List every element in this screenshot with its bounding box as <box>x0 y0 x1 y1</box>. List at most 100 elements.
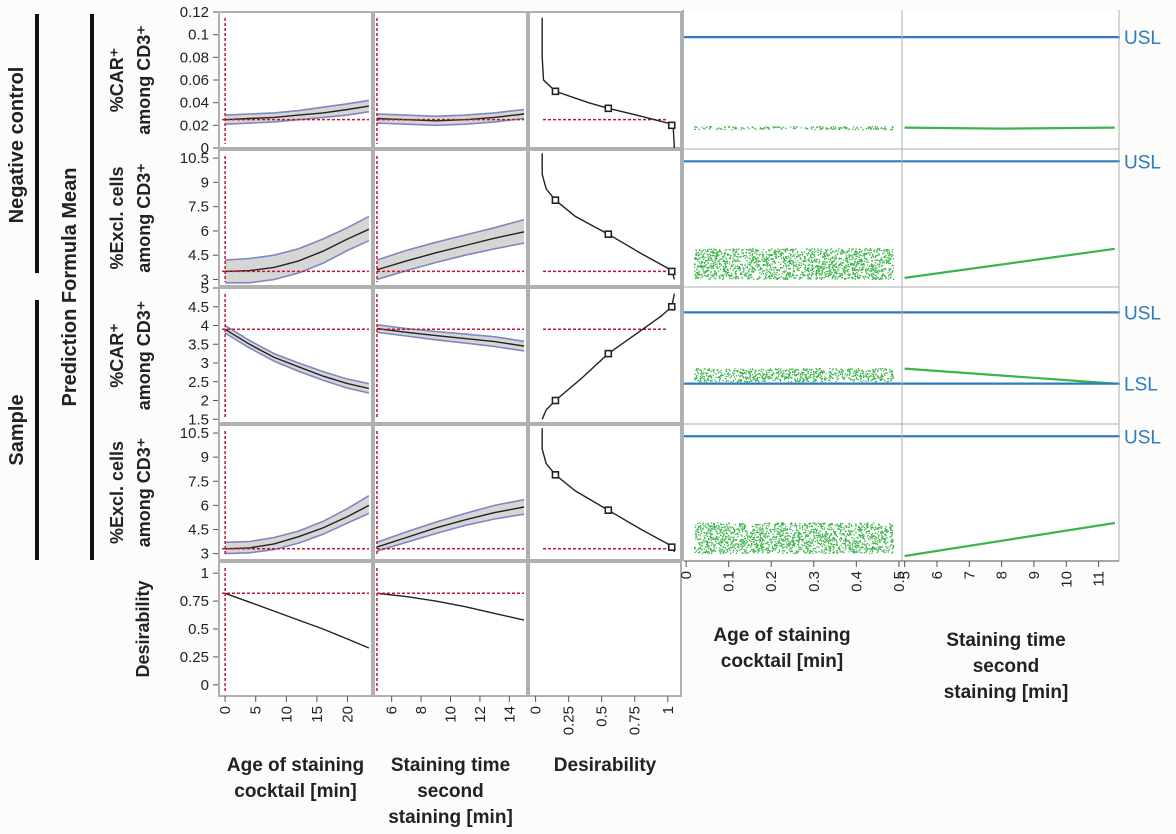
simulated-trend <box>904 126 1115 130</box>
x-axis-label: staining [min] <box>388 807 513 828</box>
y-tick-label: 10.5 <box>180 150 209 167</box>
x-tick-label: 0 <box>217 706 234 714</box>
y-tick-label: 0.08 <box>180 49 209 66</box>
y-tick-label: 4.5 <box>188 299 209 316</box>
confidence-lower-line <box>224 332 370 394</box>
confidence-upper-line <box>376 324 525 343</box>
simulation-panel <box>903 150 1118 286</box>
simulation-panel <box>903 425 1118 560</box>
y-tick-label: 4 <box>201 318 209 335</box>
y-tick-label: 0.06 <box>180 72 209 89</box>
row-labels: %CAR⁺ among CD3⁺ 0 0.02 0.04 0.06 0.08 0.1 0.12%… <box>107 4 219 694</box>
y-tick-label: 0.25 <box>180 649 209 666</box>
y-tick-label: 7.5 <box>188 199 209 216</box>
y-tick-label: 6 <box>201 497 209 514</box>
prediction-line <box>225 105 370 121</box>
y-tick-label: 6 <box>201 223 209 240</box>
row-label-line2: among CD3⁺ <box>134 438 154 548</box>
confidence-lower-line <box>376 331 525 352</box>
desirability-handle <box>667 543 676 551</box>
simulation-panel <box>684 12 901 148</box>
row-label-line1: %Excl. cells <box>107 166 127 269</box>
profiler-panel <box>373 561 528 697</box>
x-tick-label: 9 <box>1026 571 1043 579</box>
x-tick-label: 8 <box>994 571 1011 579</box>
desirability-handle <box>604 104 613 113</box>
y-tick-label: 0.75 <box>180 593 209 610</box>
y-tick-label: 2.5 <box>188 374 209 391</box>
x-axis-label: second <box>417 781 484 802</box>
x-axis-label: Age of staining <box>227 755 364 776</box>
row-label-line2: among CD3⁺ <box>134 25 154 135</box>
y-tick-label: 3.5 <box>188 336 209 353</box>
sample-label: Sample <box>6 394 28 465</box>
confidence-upper-line <box>225 495 370 544</box>
prediction-formula-label: Prediction Formula Mean <box>59 168 81 407</box>
simulator-panels: USL USL USL LSL USL <box>682 10 1161 562</box>
desirability-handle <box>667 302 676 311</box>
confidence-band <box>225 325 369 393</box>
desirability-handle <box>667 267 676 276</box>
confidence-upper-line <box>376 108 525 118</box>
simulated-trend <box>904 367 1115 385</box>
prediction-line <box>376 231 525 271</box>
prediction-line <box>376 592 525 621</box>
profiler-panel <box>373 11 528 149</box>
group-labels: Negative control Sample Prediction Formu… <box>6 14 94 560</box>
profiler-panel <box>218 287 373 424</box>
x-axis-label: Desirability <box>554 755 657 776</box>
confidence-upper-line <box>225 215 370 261</box>
confidence-upper-line <box>376 498 525 544</box>
spec-limit-label: USL <box>1124 427 1161 448</box>
y-tick-label: 4.5 <box>188 247 209 264</box>
desirability-handle <box>604 506 613 514</box>
y-tick-label: 10.5 <box>180 425 209 442</box>
x-axis-label: cocktail [min] <box>721 651 843 672</box>
prediction-line <box>225 504 370 550</box>
profiler-panel <box>528 424 682 561</box>
spec-limit-label: USL <box>1124 152 1161 173</box>
profiler-panel <box>528 11 682 149</box>
desirability-handle <box>551 396 560 405</box>
simulated-points <box>694 522 895 555</box>
y-tick-label: 0.5 <box>188 621 209 638</box>
simulation-panel <box>684 150 901 286</box>
confidence-upper-line <box>376 218 525 261</box>
x-tick-label: 1 <box>660 706 677 714</box>
confidence-band <box>376 324 525 351</box>
confidence-lower-line <box>376 242 525 281</box>
x-tick-label: 0 <box>678 571 695 579</box>
confidence-upper-line <box>224 324 370 385</box>
confidence-upper-line <box>225 99 370 116</box>
x-axis-label: staining [min] <box>944 682 1069 703</box>
y-tick-label: 3 <box>201 355 209 372</box>
profiler-panel <box>218 561 373 697</box>
y-tick-label: 0.12 <box>180 4 209 21</box>
x-tick-label: 5 <box>248 706 265 714</box>
simulation-panel <box>903 12 1118 148</box>
x-tick-label: 8 <box>413 706 430 714</box>
x-tick-label: 6 <box>384 706 401 714</box>
y-tick-label: 0.1 <box>188 27 209 44</box>
simulation-panel <box>903 288 1118 423</box>
x-tick-label: 0.1 <box>721 571 738 592</box>
desirability-handle <box>604 349 613 358</box>
y-tick-label: 0 <box>201 140 209 157</box>
desirability-handle <box>604 230 613 238</box>
x-tick-label: 12 <box>472 706 489 723</box>
x-tick-label: 0.4 <box>848 571 865 592</box>
x-tick-label: 0.3 <box>806 571 823 592</box>
simulation-panel <box>684 288 901 423</box>
x-tick-label: 5 <box>897 571 914 579</box>
x-tick-label: 10 <box>443 706 460 723</box>
simulated-points <box>694 367 895 383</box>
x-tick-label: 0.5 <box>891 571 908 592</box>
x-tick-label: 0.25 <box>561 706 578 735</box>
profiler-panel <box>373 287 528 424</box>
prediction-line <box>376 327 525 347</box>
y-tick-label: 4.5 <box>188 521 209 538</box>
confidence-lower-line <box>376 117 525 127</box>
x-tick-label: 10 <box>1058 571 1075 588</box>
